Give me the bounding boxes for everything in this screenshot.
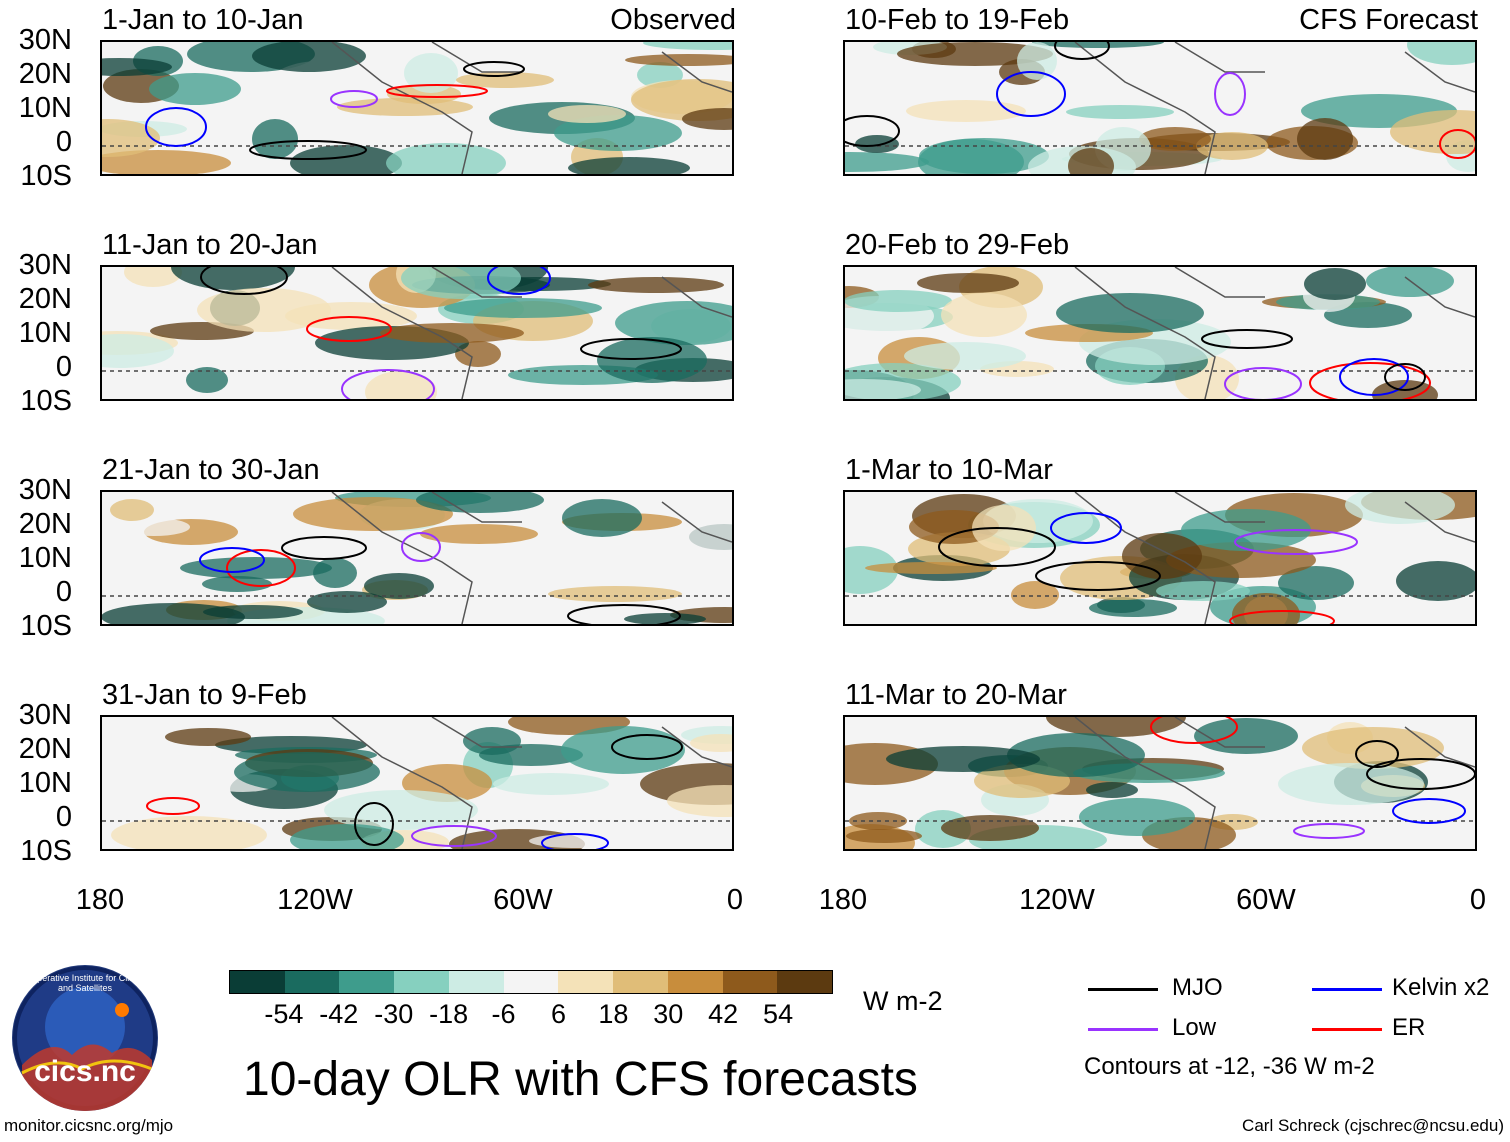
logo-text: cics.nc (34, 1055, 136, 1088)
observed-panel-4 (100, 715, 734, 851)
legend-mjo-line (1088, 988, 1158, 991)
lon-label-0-left: 0 (726, 884, 744, 916)
logo-ring-text: Cooperative Institute for Climate and Sa… (20, 973, 150, 993)
lat-label: 20N (18, 58, 72, 90)
figure-title: 10-day OLR with CFS forecasts (243, 1053, 918, 1106)
lon-label-180-left: 180 (75, 884, 125, 916)
forecast-panel-3 (843, 490, 1477, 626)
lon-label-0-right: 0 (1469, 884, 1487, 916)
legend-er-line (1312, 1028, 1382, 1031)
colorbar-label: 18 (598, 999, 629, 1029)
observed-panel-1-title: 1-Jan to 10-Jan (102, 4, 304, 36)
colorbar-label: 54 (763, 999, 794, 1029)
observed-panel-2 (100, 265, 734, 401)
lat-label: 30N (18, 699, 72, 731)
colorbar-swatch (339, 971, 395, 993)
lat-label: 10S (20, 385, 72, 417)
colorbar-swatch (777, 971, 833, 993)
lon-label-120w-right: 120W (1019, 884, 1095, 916)
colorbar-label: -54 (264, 999, 304, 1029)
lat-label: 10N (18, 767, 72, 799)
colorbar-swatch (558, 971, 614, 993)
source-url: monitor.cicsnc.org/mjo (4, 1116, 174, 1135)
forecast-panel-1 (843, 40, 1477, 176)
colorbar-swatch (503, 971, 559, 993)
contour-note: Contours at -12, -36 W m-2 (1084, 1053, 1375, 1080)
lon-label-60w-right: 60W (1236, 884, 1296, 916)
lat-label: 20N (18, 508, 72, 540)
colorbar-swatch (613, 971, 668, 993)
forecast-panel-3-title: 1-Mar to 10-Mar (845, 454, 1053, 486)
lat-label: 30N (18, 249, 72, 281)
lat-label: 10N (18, 317, 72, 349)
colorbar (229, 970, 833, 994)
credit: Carl Schreck (cjschrec@ncsu.edu) (1242, 1116, 1504, 1135)
legend-mjo-label: MJO (1172, 974, 1223, 1001)
colorbar-label: 6 (550, 999, 566, 1029)
lat-label: 30N (18, 24, 72, 56)
lat-label: 10N (18, 92, 72, 124)
colorbar-label: 30 (653, 999, 684, 1029)
colorbar-label: -18 (429, 999, 469, 1029)
lat-label: 0 (55, 801, 72, 833)
observed-panel-2-title: 11-Jan to 20-Jan (102, 229, 318, 261)
forecast-label: CFS Forecast (1299, 4, 1478, 36)
lat-label: 10S (20, 610, 72, 642)
forecast-panel-4 (843, 715, 1477, 851)
forecast-panel-2-title: 20-Feb to 29-Feb (845, 229, 1070, 261)
observed-panel-4-title: 31-Jan to 9-Feb (102, 679, 307, 711)
legend-kelvin-line (1312, 988, 1382, 991)
lat-label: 0 (55, 126, 72, 158)
forecast-panel-4-title: 11-Mar to 20-Mar (845, 679, 1067, 711)
legend-er-label: ER (1392, 1014, 1426, 1041)
colorbar-swatch (284, 971, 340, 993)
observed-panel-1 (100, 40, 734, 176)
colorbar-label: -30 (374, 999, 414, 1029)
lon-label-120w-left: 120W (277, 884, 353, 916)
colorbar-swatch (394, 971, 449, 993)
lat-label: 0 (55, 351, 72, 383)
colorbar-swatch (667, 971, 723, 993)
legend-low-label: Low (1172, 1014, 1217, 1041)
colorbar-label: 42 (708, 999, 739, 1029)
lat-label: 10S (20, 835, 72, 867)
colorbar-swatch (448, 971, 504, 993)
colorbar-label: -6 (491, 999, 516, 1029)
cics-logo: cics.nc Cooperative Institute for Climat… (12, 965, 158, 1111)
lon-label-60w-left: 60W (493, 884, 553, 916)
lat-label: 30N (18, 474, 72, 506)
colorbar-label: -42 (319, 999, 359, 1029)
lat-label: 10N (18, 542, 72, 574)
legend-kelvin-label: Kelvin x2 (1392, 974, 1490, 1001)
lat-label: 10S (20, 160, 72, 192)
lat-label: 0 (55, 576, 72, 608)
colorbar-swatch (230, 971, 285, 993)
legend-low-line (1088, 1028, 1158, 1031)
colorbar-unit: W m-2 (863, 986, 943, 1016)
observed-panel-3-title: 21-Jan to 30-Jan (102, 454, 320, 486)
colorbar-swatch (722, 971, 778, 993)
observed-label: Observed (610, 4, 736, 36)
lon-label-180-right: 180 (818, 884, 868, 916)
observed-panel-3 (100, 490, 734, 626)
forecast-panel-1-title: 10-Feb to 19-Feb (845, 4, 1070, 36)
lat-label: 20N (18, 733, 72, 765)
forecast-panel-2 (843, 265, 1477, 401)
lat-label: 20N (18, 283, 72, 315)
